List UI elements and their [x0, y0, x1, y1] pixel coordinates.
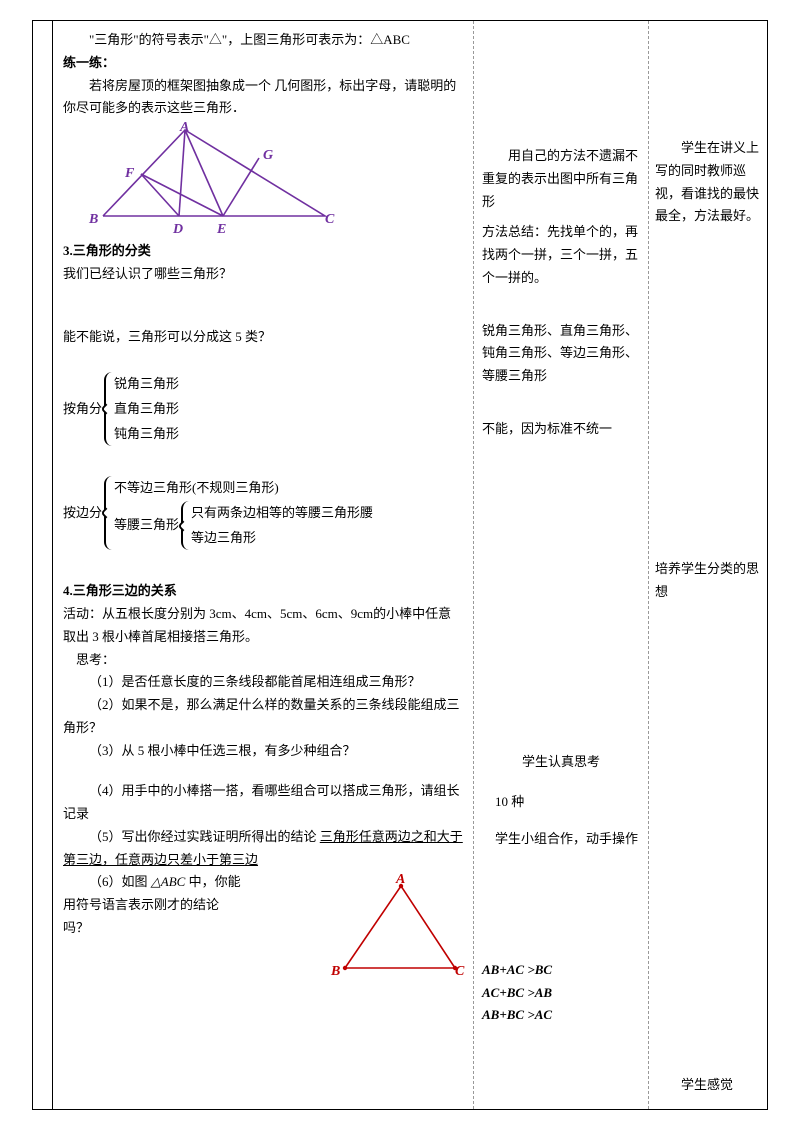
s4-q6-tri: △ABC	[151, 874, 186, 889]
vertex-G: G	[263, 144, 273, 169]
right-column: 学生在讲义上写的同时教师巡视，看谁找的最快最全，方法最好。 培养学生分类的思想 …	[649, 21, 767, 1109]
middle-column: 用自己的方法不遗漏不重复的表示出图中所有三角形 方法总结：先找单个的，再找两个一…	[474, 21, 649, 1109]
s3-q2: 能不能说，三角形可以分成这 5 类？	[63, 326, 463, 349]
right-r3: 学生感觉	[655, 1074, 761, 1097]
vertex-A: A	[180, 116, 189, 141]
vertex-F: F	[125, 162, 134, 187]
page-table: "三角形"的符号表示"△"，上图三角形可表示为：△ABC 练一练： 若将房屋顶的…	[32, 20, 768, 1110]
mid-m2: 锐角三角形、直角三角形、钝角三角形、等边三角形、等腰三角形	[482, 320, 640, 388]
vertex-E: E	[217, 218, 226, 243]
abc-svg	[333, 878, 463, 978]
right-r2: 培养学生分类的思想	[655, 558, 761, 604]
side-row-1: 不等边三角形(不规则三角形)	[114, 476, 373, 501]
intro-text: "三角形"的符号表示"△"，上图三角形可表示为：△ABC	[63, 29, 463, 52]
s3-heading: 3.三角形的分类	[63, 240, 463, 263]
house-triangle-figure: A B C D E F G	[93, 124, 333, 234]
angle-row-2: 直角三角形	[114, 397, 179, 422]
practice-body: 若将房屋顶的框架图抽象成一个 几何图形，标出字母，请聪明的你尽可能多的表示这些三…	[63, 75, 463, 121]
by-angle-brace: 按角分 锐角三角形 直角三角形 钝角三角形	[63, 372, 463, 446]
side-sub-2: 等边三角形	[191, 526, 373, 551]
ineq-3: AB+BC >AC	[482, 1004, 640, 1027]
s4-q4: （4）用手中的小棒搭一搭，看哪些组合可以搭成三角形，请组长记录	[63, 780, 463, 826]
side-row-2-label: 等腰三角形	[114, 513, 179, 538]
by-side-brace: 按边分 不等边三角形(不规则三角形) 等腰三角形 只有两条边相等的等腰三角形腰 …	[63, 476, 463, 550]
s4-q6-pre: （6）如图	[89, 874, 151, 889]
ineq-2: AC+BC >AB	[482, 982, 640, 1005]
s4-q2: （2）如果不是，那么满足什么样的数量关系的三条线段能组成三角形？	[63, 694, 463, 740]
main-column: "三角形"的符号表示"△"，上图三角形可表示为：△ABC 练一练： 若将房屋顶的…	[53, 21, 474, 1109]
left-empty-column	[33, 21, 53, 1109]
tri2-B: B	[331, 960, 340, 985]
angle-row-3: 钝角三角形	[114, 422, 179, 447]
mid-m1b: 方法总结：先找单个的，再找两个一拼，三个一拼，五个一拼的。	[482, 221, 640, 289]
mid-m1a: 用自己的方法不遗漏不重复的表示出图中所有三角形	[482, 145, 640, 213]
mid-m4: 学生认真思考	[482, 751, 640, 774]
mid-m6: 学生小组合作，动手操作	[482, 828, 640, 851]
tri2-A: A	[396, 868, 405, 893]
practice-heading: 练一练：	[63, 52, 463, 75]
s4-activity: 活动：从五根长度分别为 3cm、4cm、5cm、6cm、9cm的小棒中任意取出 …	[63, 603, 463, 649]
side-row-2: 等腰三角形 只有两条边相等的等腰三角形腰 等边三角形	[114, 501, 373, 550]
abc-triangle-figure: A B C	[333, 878, 463, 978]
s4-q5: （5）写出你经过实践证明所得出的结论 三角形任意两边之和大于第三边，任意两边只差…	[63, 826, 463, 872]
mid-m5: 10 种	[482, 791, 640, 814]
angle-row-1: 锐角三角形	[114, 372, 179, 397]
s4-q1: （1）是否任意长度的三条线段都能首尾相连组成三角形？	[63, 671, 463, 694]
mid-m3: 不能，因为标准不统一	[482, 418, 640, 441]
side-sub-1: 只有两条边相等的等腰三角形腰	[191, 501, 373, 526]
s4-q5-pre: （5）写出你经过实践证明所得出的结论	[89, 829, 320, 844]
right-r1: 学生在讲义上写的同时教师巡视，看谁找的最快最全，方法最好。	[655, 137, 761, 228]
vertex-D: D	[173, 218, 183, 243]
s4-heading: 4.三角形三边的关系	[63, 580, 463, 603]
vertex-C: C	[325, 208, 334, 233]
s4-q3: （3）从 5 根小棒中任选三根，有多少种组合？	[63, 740, 463, 763]
by-side-label: 按边分	[63, 502, 102, 525]
tri2-C: C	[455, 960, 464, 985]
ineq-1: AB+AC >BC	[482, 959, 640, 982]
s4-think-h: 思考：	[63, 649, 463, 672]
s4-q6-row: （6）如图 △ABC 中，你能用符号语言表示刚才的结论吗？ A B C	[63, 871, 463, 939]
by-angle-label: 按角分	[63, 398, 102, 421]
s3-q1: 我们已经认识了哪些三角形？	[63, 263, 463, 286]
vertex-B: B	[89, 208, 98, 233]
